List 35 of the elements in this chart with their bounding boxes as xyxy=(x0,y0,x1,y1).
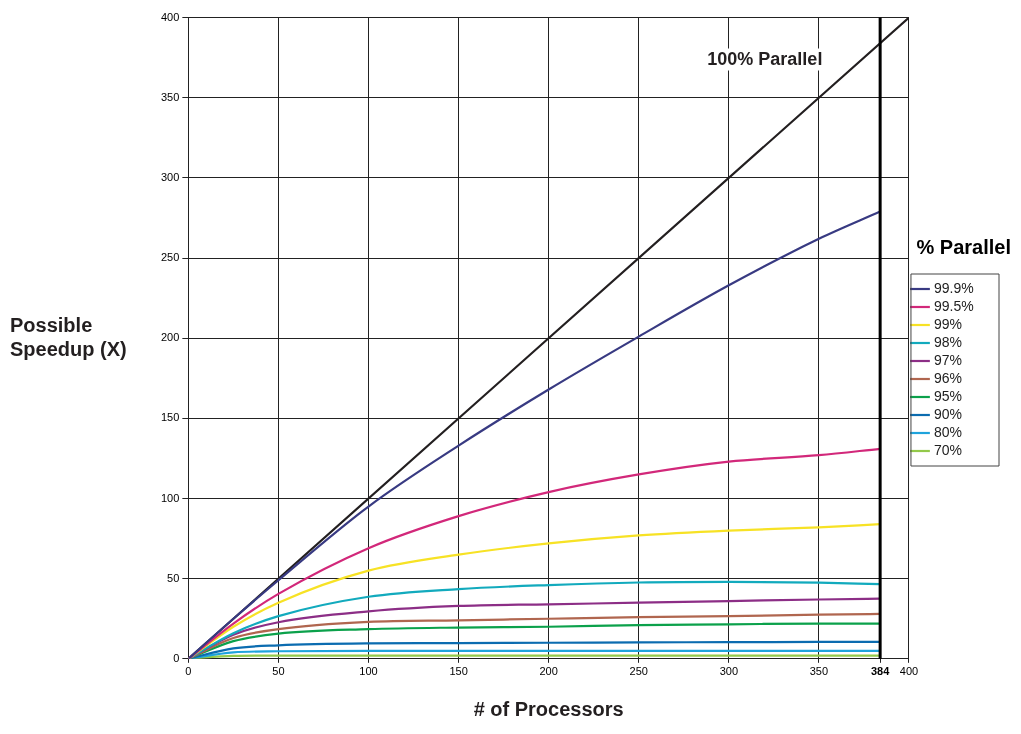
legend-label: 70% xyxy=(933,441,986,458)
x-tick-label: 0 xyxy=(185,665,192,678)
y-tick-label: 0 xyxy=(173,651,180,664)
x-tick-label: 250 xyxy=(629,665,648,678)
legend-title: % Parallel xyxy=(916,235,1012,258)
y-tick-label: 250 xyxy=(160,251,180,264)
y-tick-label: 50 xyxy=(167,571,180,584)
y-tick-label: 150 xyxy=(160,411,180,424)
legend-label: 99% xyxy=(933,315,986,332)
legend-label: 96% xyxy=(933,369,986,386)
y-tick-label: 100 xyxy=(160,491,180,504)
x-tick-label: 384 xyxy=(870,665,891,678)
x-tick-label: 200 xyxy=(539,665,558,678)
x-tick-label: 100 xyxy=(359,665,378,678)
x-axis-title: # of Processors xyxy=(473,697,624,720)
x-tick-label: 350 xyxy=(809,665,829,678)
x-tick-label: 300 xyxy=(719,665,738,678)
line-series xyxy=(188,210,882,659)
x-tick-label: 150 xyxy=(449,665,468,678)
legend-label: 98% xyxy=(933,333,986,350)
legend-label: 99.5% xyxy=(933,297,998,314)
legend-label: 90% xyxy=(933,405,986,422)
y-tick-label: 300 xyxy=(160,170,180,183)
x-tick-label: 400 xyxy=(899,665,919,678)
annotation: 100% Parallel xyxy=(707,48,823,69)
y-tick-label: 350 xyxy=(160,90,180,103)
y-axis-title: Possible Speedup (X) xyxy=(10,313,127,360)
legend-label: 95% xyxy=(933,387,986,404)
legend-label: 80% xyxy=(933,423,986,440)
line-series xyxy=(188,447,882,659)
legend-label: 99.9% xyxy=(933,279,998,296)
y-tick-label: 400 xyxy=(160,10,180,23)
legend-label: 97% xyxy=(933,351,986,368)
y-tick-label: 200 xyxy=(160,331,180,344)
x-tick-label: 50 xyxy=(272,665,285,678)
